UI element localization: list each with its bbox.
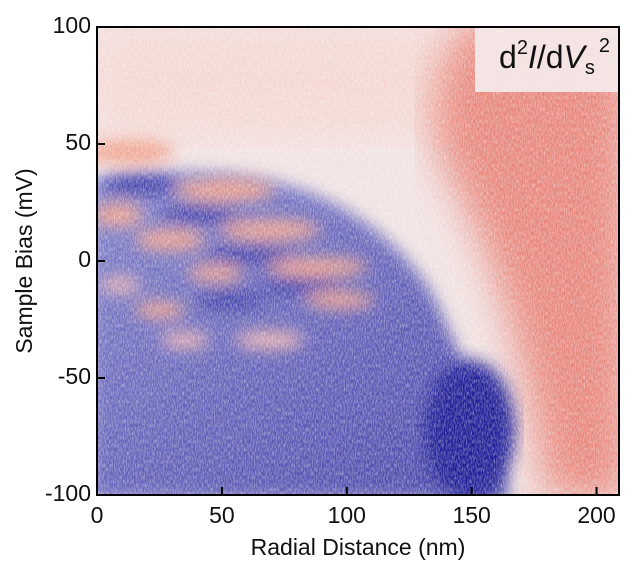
heatmap-image (97, 27, 619, 495)
x-axis-title: Radial Distance (nm) (251, 534, 466, 560)
y-tick-label: -50 (58, 363, 91, 389)
y-tick-label: 100 (53, 12, 91, 38)
y-tick-label: 0 (78, 246, 91, 272)
x-tick-label: 100 (328, 502, 366, 528)
y-axis-title: Sample Bias (mV) (11, 168, 37, 353)
annotation: d2I/dVs2 (499, 35, 610, 79)
x-tick-label: 0 (91, 502, 104, 528)
x-tick-label: 150 (452, 502, 490, 528)
y-tick-label: -100 (45, 480, 91, 506)
y-tick-label: 50 (65, 129, 91, 155)
x-tick-label: 200 (577, 502, 615, 528)
x-tick-label: 50 (209, 502, 235, 528)
